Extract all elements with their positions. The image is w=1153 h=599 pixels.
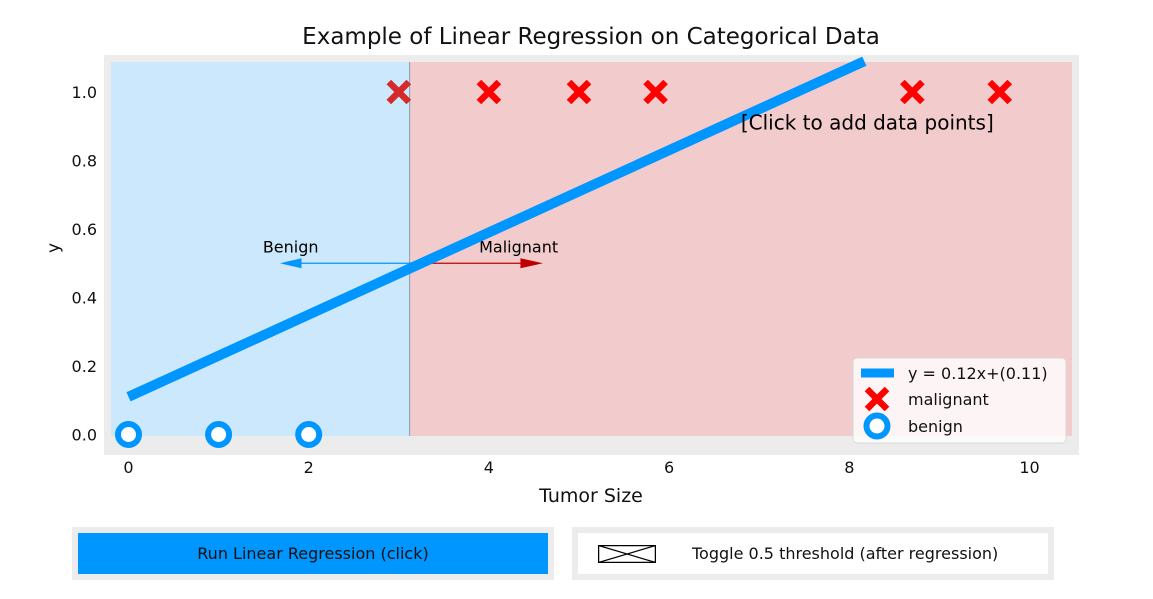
malignant-point [987,79,1013,105]
malignant-point [566,79,592,105]
malignant-point [643,79,668,105]
regression-line [126,56,867,402]
legend-circle-swatch [863,412,891,440]
benign-region [111,62,410,436]
x-tick-label: 0 [123,458,133,477]
malignant-label: Malignant [479,237,558,256]
x-tick-label: 4 [484,458,494,477]
benign-point [115,421,142,448]
threshold-toggle-label: Toggle 0.5 threshold (after regression) [692,544,999,563]
malignant-point [386,79,412,105]
benign-arrowhead [279,258,302,269]
y-tick-label: 0.0 [72,426,97,445]
y-tick-label: 0.6 [72,220,97,239]
y-tick-label: 0.8 [72,152,97,171]
y-axis-label: y [44,243,64,253]
x-tick-label: 2 [304,458,314,477]
y-tick-label: 0.4 [72,289,97,308]
legend-label: malignant [908,390,989,409]
legend-box [852,357,1067,444]
benign-point [295,421,323,448]
legend-label: y = 0.12x+(0.11) [908,364,1048,383]
x-tick-label: 10 [1019,458,1039,477]
chart-figure[interactable]: Benign Malignant [Click to add data point… [0,0,1153,520]
run-regression-label: Run Linear Regression (click) [78,533,548,574]
benign-point [205,421,233,448]
legend-label: benign [908,417,963,436]
y-tick-label: 1.0 [72,83,97,102]
threshold-toggle-button[interactable]: Toggle 0.5 threshold (after regression) [572,527,1054,580]
malignant-point [900,79,925,105]
x-axis-label: Tumor Size [538,485,643,507]
chart-title: Example of Linear Regression on Categori… [302,24,880,50]
y-tick-label: 0.2 [72,357,97,376]
legend-x-swatch [864,386,890,412]
x-tick-label: 6 [664,458,674,477]
malignant-point [476,79,502,105]
x-tick-label: 8 [844,458,854,477]
run-regression-button[interactable]: Run Linear Regression (click) [72,527,554,580]
benign-label: Benign [263,237,319,256]
checkbox-icon[interactable] [598,544,656,563]
click-hint-text: [Click to add data points] [741,111,994,135]
malignant-arrowhead [520,258,543,269]
